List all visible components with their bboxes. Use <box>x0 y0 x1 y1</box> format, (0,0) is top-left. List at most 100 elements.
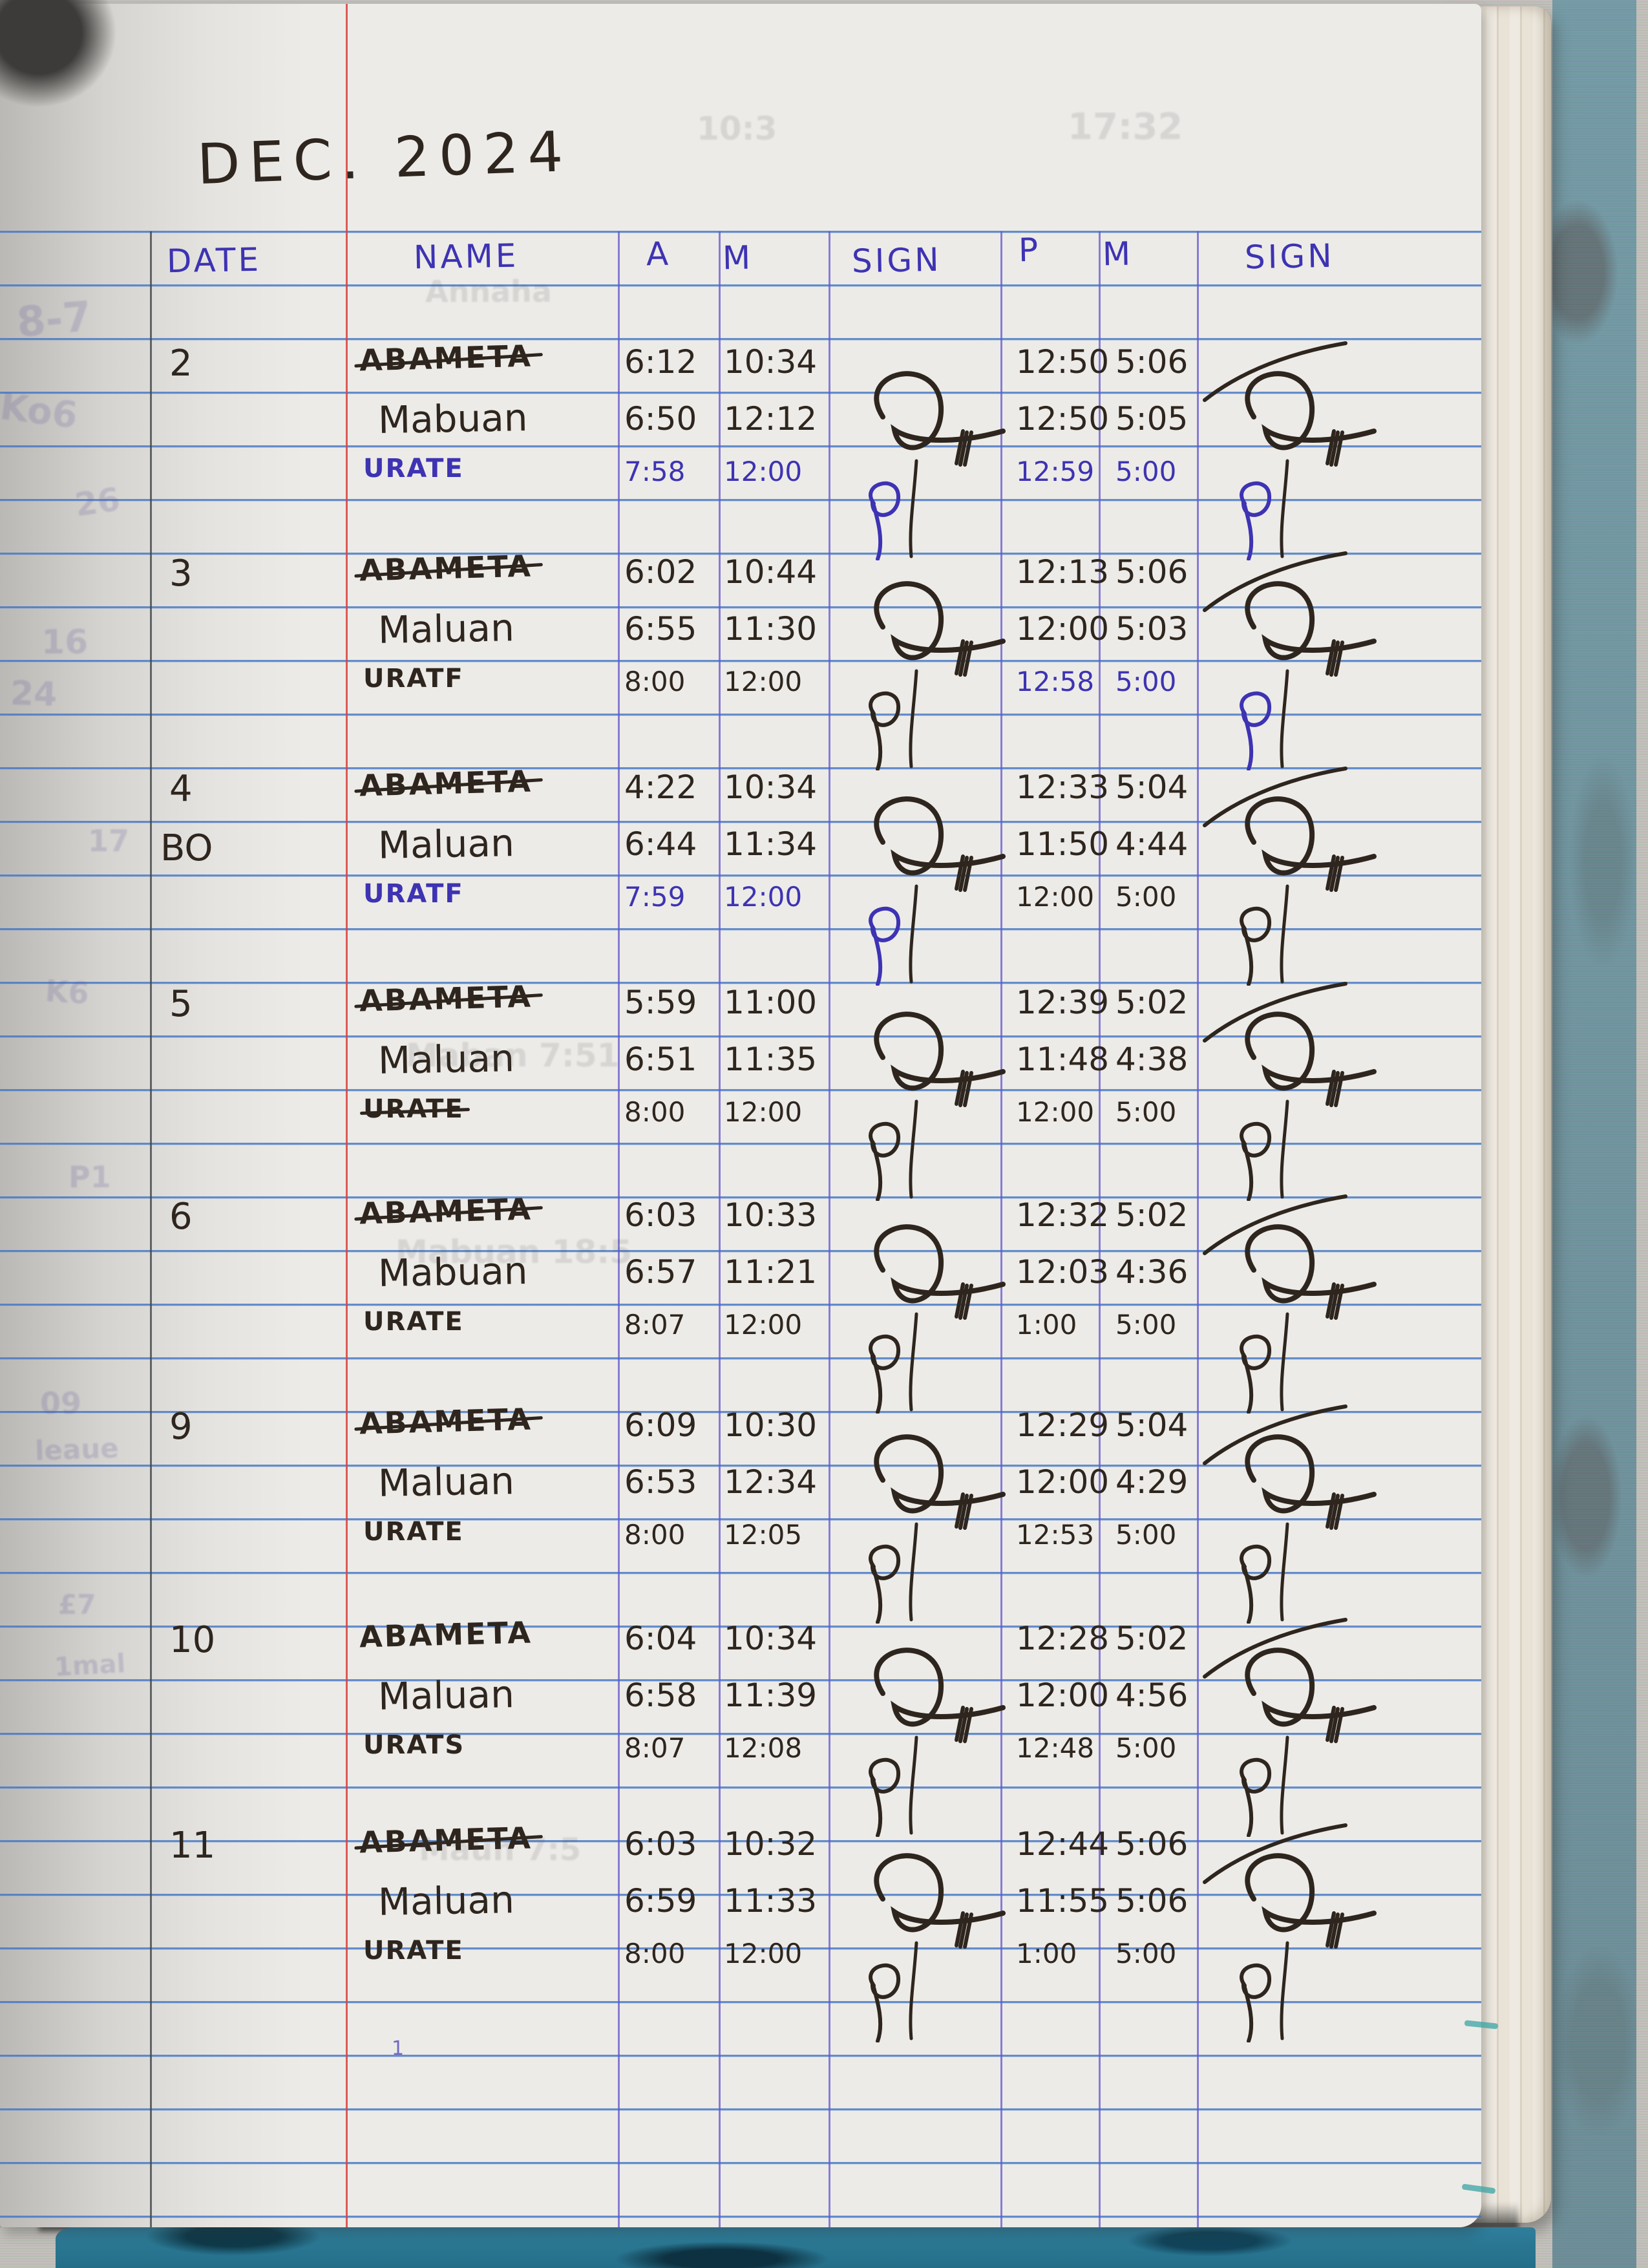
pm-out-cell: 5:02 <box>1115 1620 1188 1657</box>
am-out-cell: 12:00 <box>724 1309 803 1341</box>
pm-out-cell: 5:03 <box>1115 610 1188 648</box>
am-out-cell: 10:44 <box>724 553 818 591</box>
bleed-through-writing: Maun 7:5 <box>419 1832 582 1868</box>
signature-scribble <box>869 1648 1006 1838</box>
am-out-cell: 10:34 <box>724 343 818 381</box>
red-margin-line <box>346 4 348 2227</box>
pm-in-cell: 12:39 <box>1016 984 1110 1021</box>
pm-in-cell: 12:50 <box>1016 400 1110 438</box>
am-in-cell: 8:07 <box>624 1309 686 1341</box>
am-sign-cell <box>812 759 1025 988</box>
signature-scribble <box>869 581 1006 771</box>
pm-out-cell: 5:06 <box>1115 1882 1188 1920</box>
col-header-pm-m: M <box>1102 235 1134 273</box>
col-header-am-m: M <box>722 238 754 277</box>
name-cell: URATE <box>363 1936 464 1966</box>
ghost-bleed-mark: P1 <box>69 1160 111 1194</box>
am-out-cell: 12:00 <box>724 456 803 487</box>
am-out-cell: 12:00 <box>724 881 803 913</box>
am-in-cell: 6:50 <box>624 400 697 438</box>
name-cell: URATS <box>363 1730 465 1760</box>
name-cell: ABAMETA <box>359 1191 533 1231</box>
stray-ink-mark: 1 <box>392 2037 405 2060</box>
date-note: BO <box>160 827 213 869</box>
name-cell: Mabuan <box>377 395 529 443</box>
name-cell: URATE <box>363 454 464 483</box>
date-cell: 2 <box>169 343 193 385</box>
signature-scribble <box>1203 767 1377 986</box>
am-in-cell: 6:44 <box>624 825 697 863</box>
name-cell: Maluan <box>377 606 515 652</box>
col-header-pm-p: P <box>1018 231 1041 270</box>
signature-scribble <box>869 1224 1006 1414</box>
am-sign-cell <box>812 1187 1025 1416</box>
ruled-lines <box>0 180 1481 2227</box>
pm-in-cell: 12:50 <box>1016 343 1110 381</box>
pm-out-cell: 4:38 <box>1115 1041 1188 1078</box>
am-in-cell: 6:57 <box>624 1253 697 1291</box>
am-out-cell: 12:00 <box>724 666 803 697</box>
name-cell: URATF <box>363 879 464 909</box>
am-sign-cell <box>812 1816 1025 2045</box>
pm-out-cell: 5:00 <box>1115 1309 1177 1341</box>
am-in-cell: 7:59 <box>624 881 686 913</box>
am-in-cell: 6:03 <box>624 1825 697 1863</box>
name-cell: Maluan <box>377 1878 515 1924</box>
am-in-cell: 8:00 <box>624 1519 686 1551</box>
am-sign-cell <box>812 334 1025 563</box>
pm-in-cell: 12:00 <box>1016 1463 1110 1501</box>
pm-in-cell: 12:58 <box>1016 666 1095 697</box>
pm-in-cell: 12:03 <box>1016 1253 1110 1291</box>
am-sign-cell <box>812 544 1025 773</box>
am-sign-cell <box>812 975 1025 1203</box>
pm-out-cell: 5:00 <box>1115 1732 1177 1764</box>
am-sign-cell <box>812 1611 1025 1839</box>
am-in-cell: 4:22 <box>624 768 697 806</box>
pm-in-cell: 12:00 <box>1016 1677 1110 1714</box>
pm-in-cell: 12:53 <box>1016 1519 1095 1551</box>
pm-out-cell: 5:06 <box>1115 553 1188 591</box>
am-out-cell: 10:34 <box>724 768 818 806</box>
name-cell: Maluan <box>377 1459 515 1505</box>
signature-scribble <box>1203 551 1377 771</box>
pm-in-cell: 12:48 <box>1016 1732 1095 1764</box>
signature-scribble <box>1203 341 1377 561</box>
am-in-cell: 7:58 <box>624 456 686 487</box>
am-out-cell: 12:08 <box>724 1732 803 1764</box>
signature-scribble <box>869 1434 1006 1624</box>
pm-out-cell: 4:29 <box>1115 1463 1188 1501</box>
am-in-cell: 6:02 <box>624 553 697 591</box>
signature-scribble <box>1203 1404 1377 1624</box>
am-out-cell: 12:05 <box>724 1519 803 1551</box>
am-out-cell: 12:00 <box>724 1938 803 1969</box>
pm-in-cell: 1:00 <box>1016 1309 1077 1341</box>
book-cover-edge-right <box>1552 0 1636 2268</box>
pm-out-cell: 4:56 <box>1115 1677 1188 1714</box>
am-in-cell: 5:59 <box>624 984 697 1021</box>
pm-out-cell: 5:06 <box>1115 343 1188 381</box>
signature-scribble <box>1203 982 1377 1202</box>
page-title: DEC. 2024 <box>196 119 573 198</box>
pm-out-cell: 5:04 <box>1115 1406 1188 1444</box>
am-out-cell: 10:30 <box>724 1406 818 1444</box>
pm-in-cell: 12:13 <box>1016 553 1110 591</box>
pm-out-cell: 5:00 <box>1115 1096 1177 1128</box>
column-line-pm2 <box>1099 231 1101 2227</box>
name-cell: ABAMETA <box>359 338 533 378</box>
pm-in-cell: 12:00 <box>1016 881 1095 913</box>
pm-in-cell: 12:33 <box>1016 768 1110 806</box>
pm-out-cell: 5:00 <box>1115 881 1177 913</box>
pm-in-cell: 12:32 <box>1016 1196 1110 1234</box>
ghost-bleed-mark: 17 <box>88 823 130 858</box>
am-out-cell: 11:34 <box>724 825 818 863</box>
am-out-cell: 10:33 <box>724 1196 818 1234</box>
am-out-cell: 10:34 <box>724 1620 818 1657</box>
bleed-through-writing: Mabuan 18:5 <box>396 1233 632 1271</box>
am-out-cell: 12:12 <box>724 400 818 438</box>
am-out-cell: 10:32 <box>724 1825 818 1863</box>
am-out-cell: 12:34 <box>724 1463 818 1501</box>
date-cell: 4 <box>169 768 193 810</box>
am-out-cell: 11:39 <box>724 1677 818 1714</box>
notebook-page: DEC. 2024 DATE NAME A M SIGN P M SIGN 2 A… <box>0 0 1481 2227</box>
name-cell: ABAMETA <box>359 763 533 803</box>
